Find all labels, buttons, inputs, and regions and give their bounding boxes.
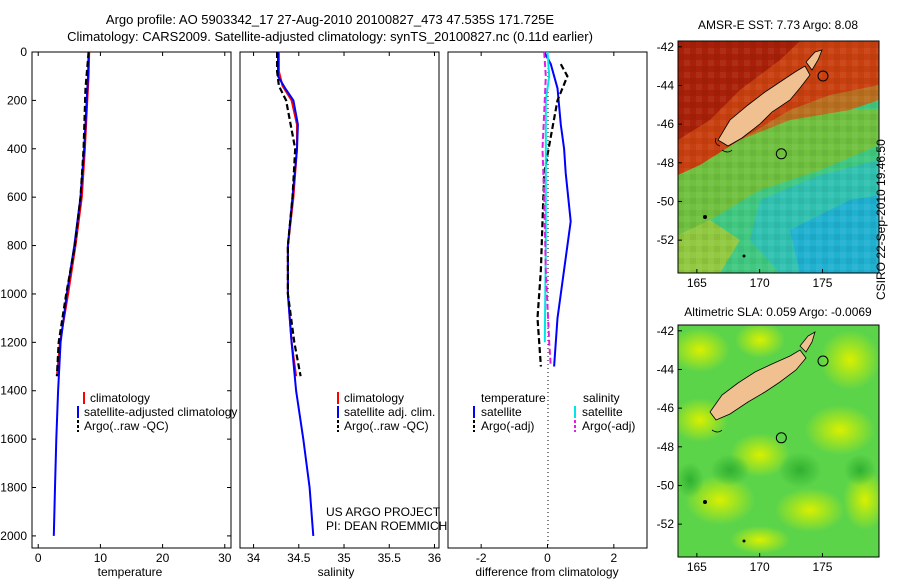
map-xtick-label: 175	[812, 276, 832, 290]
map-xtick-label: 165	[687, 276, 707, 290]
xtick-label: 35.5	[378, 551, 402, 565]
temperature-xlabel: temperature	[98, 565, 163, 579]
difference-xlabel: difference from climatology	[475, 565, 618, 579]
sla-contour-ring	[817, 355, 829, 367]
credit-line-2: PI: DEAN ROEMMICH	[326, 519, 447, 533]
sla-coastline	[703, 331, 829, 543]
temperature-axes-box	[31, 51, 232, 549]
diff-legend-label-sal-satellite: satellite	[582, 405, 623, 419]
sst-field	[678, 41, 879, 273]
map-ytick-label: -52	[657, 517, 675, 531]
xtick-label: 10	[94, 551, 108, 565]
xtick-label: 2	[610, 551, 617, 565]
map-ytick-label: -50	[657, 478, 675, 492]
ytick-label: 800	[7, 239, 27, 253]
sal-legend-label-argo: Argo(..raw -QC)	[344, 419, 429, 433]
sla-islet-2	[742, 539, 746, 543]
map-xtick-label: 170	[750, 276, 770, 290]
map-ytick-label: -46	[657, 117, 675, 131]
north-island-land	[805, 49, 823, 71]
salinity-axes-box	[239, 51, 440, 549]
map-ytick-label: -50	[657, 194, 675, 208]
ytick-label: 0	[20, 45, 27, 59]
sst-coastline	[703, 49, 829, 258]
ytick-label: 1200	[0, 335, 27, 349]
xtick-label: -2	[476, 551, 487, 565]
south-island-land	[717, 65, 811, 147]
xtick-label: 30	[218, 551, 232, 565]
sla-map-panel: Altimetric SLA: 0.059 Argo: -0.0069	[657, 305, 880, 574]
ytick-label: 600	[7, 190, 27, 204]
salinity-xlabel: salinity	[318, 565, 355, 579]
map-ytick-label: -52	[657, 233, 675, 247]
map-xtick-label: 170	[750, 560, 770, 574]
map-ytick-label: -48	[657, 156, 675, 170]
xtick-label: 35	[337, 551, 351, 565]
legend-label-satellite: satellite-adjusted climatology	[84, 405, 237, 419]
sla-map-frame	[677, 324, 880, 558]
xtick-label: 0	[35, 551, 42, 565]
sal-legend-label-climatology: climatology	[344, 391, 404, 405]
sst-islet-2	[742, 254, 746, 258]
diff-legend-salinity-heading: salinity	[583, 391, 620, 405]
temperature-legend: climatology satellite-adjusted climatolo…	[77, 391, 237, 433]
map-ytick-label: -46	[657, 401, 675, 415]
temperature-panel: 0 10 20 30 0 200 400 600 800 1000 1200 1400 1600 1800…	[0, 45, 237, 579]
sla-field	[678, 325, 879, 557]
difference-panel: -2 0 2 difference from climatology tempera…	[447, 51, 648, 579]
sla-south-island-land	[709, 349, 807, 421]
map-ytick-label: -42	[657, 40, 675, 54]
diff-legend-label-temp-satellite: satellite	[481, 405, 522, 419]
xtick-label: 0	[544, 551, 551, 565]
ytick-label: 1400	[0, 384, 27, 398]
diff-legend-label-sal-argo: Argo(-adj)	[582, 419, 635, 433]
series-line-temperature-satellite	[543, 51, 572, 367]
ytick-label: 1000	[0, 287, 27, 301]
sal-legend-label-satellite: satellite adj. clim.	[344, 405, 435, 419]
ytick-label: 1800	[0, 481, 27, 495]
sla-profile-marker	[775, 432, 787, 444]
map-ytick-label: -48	[657, 440, 675, 454]
xtick-label: 34	[247, 551, 261, 565]
diff-legend-label-temp-argo: Argo(-adj)	[481, 419, 534, 433]
header-line-1: Argo profile: AO 5903342_17 27-Aug-2010 …	[105, 12, 555, 27]
legend-label-argo: Argo(..raw -QC)	[84, 419, 169, 433]
map-ytick-label: -42	[657, 324, 675, 338]
sla-map-title: Altimetric SLA: 0.059 Argo: -0.0069	[684, 305, 872, 319]
series-line-salinity-argo-adj-	[541, 51, 552, 367]
ytick-label: 1600	[0, 432, 27, 446]
map-xtick-label: 175	[812, 560, 832, 574]
legend-label-climatology: climatology	[90, 391, 150, 405]
timestamp-stamp: CSIRO 22-Sep-2010 19:46:50	[874, 139, 888, 300]
map-ytick-label: -44	[657, 78, 675, 92]
sst-profile-marker	[775, 148, 787, 160]
sla-islet	[703, 500, 707, 504]
sst-map-title: AMSR-E SST: 7.73 Argo: 8.08	[698, 18, 858, 32]
difference-legend: temperature satellite Argo(-adj) salinit…	[473, 391, 635, 433]
ytick-label: 200	[7, 93, 27, 107]
sst-map-frame	[677, 40, 880, 274]
ytick-label: 2000	[0, 529, 27, 543]
sst-islet	[703, 215, 707, 219]
map-ytick-label: -44	[657, 362, 675, 376]
xtick-label: 20	[156, 551, 170, 565]
xtick-label: 34.5	[287, 551, 311, 565]
series-line-argo-raw-qc-	[55, 51, 90, 377]
header-line-2: Climatology: CARS2009. Satellite-adjuste…	[67, 29, 593, 44]
sst-map-panel: AMSR-E SST: 7.73 Argo: 8.08 165 170 175 -42…	[657, 18, 880, 290]
ytick-label: 400	[7, 142, 27, 156]
diff-legend-temperature-heading: temperature	[481, 391, 546, 405]
sst-contour-ring	[817, 70, 829, 82]
salinity-legend: climatology satellite adj. clim. Argo(..…	[337, 391, 435, 433]
credit-line-1: US ARGO PROJECT	[326, 505, 441, 519]
map-xtick-label: 165	[687, 560, 707, 574]
xtick-label: 36	[428, 551, 442, 565]
sla-north-island-land	[799, 331, 816, 353]
salinity-panel: 34 34.5 35 35.5 36 salinity climatology sate…	[239, 51, 447, 579]
